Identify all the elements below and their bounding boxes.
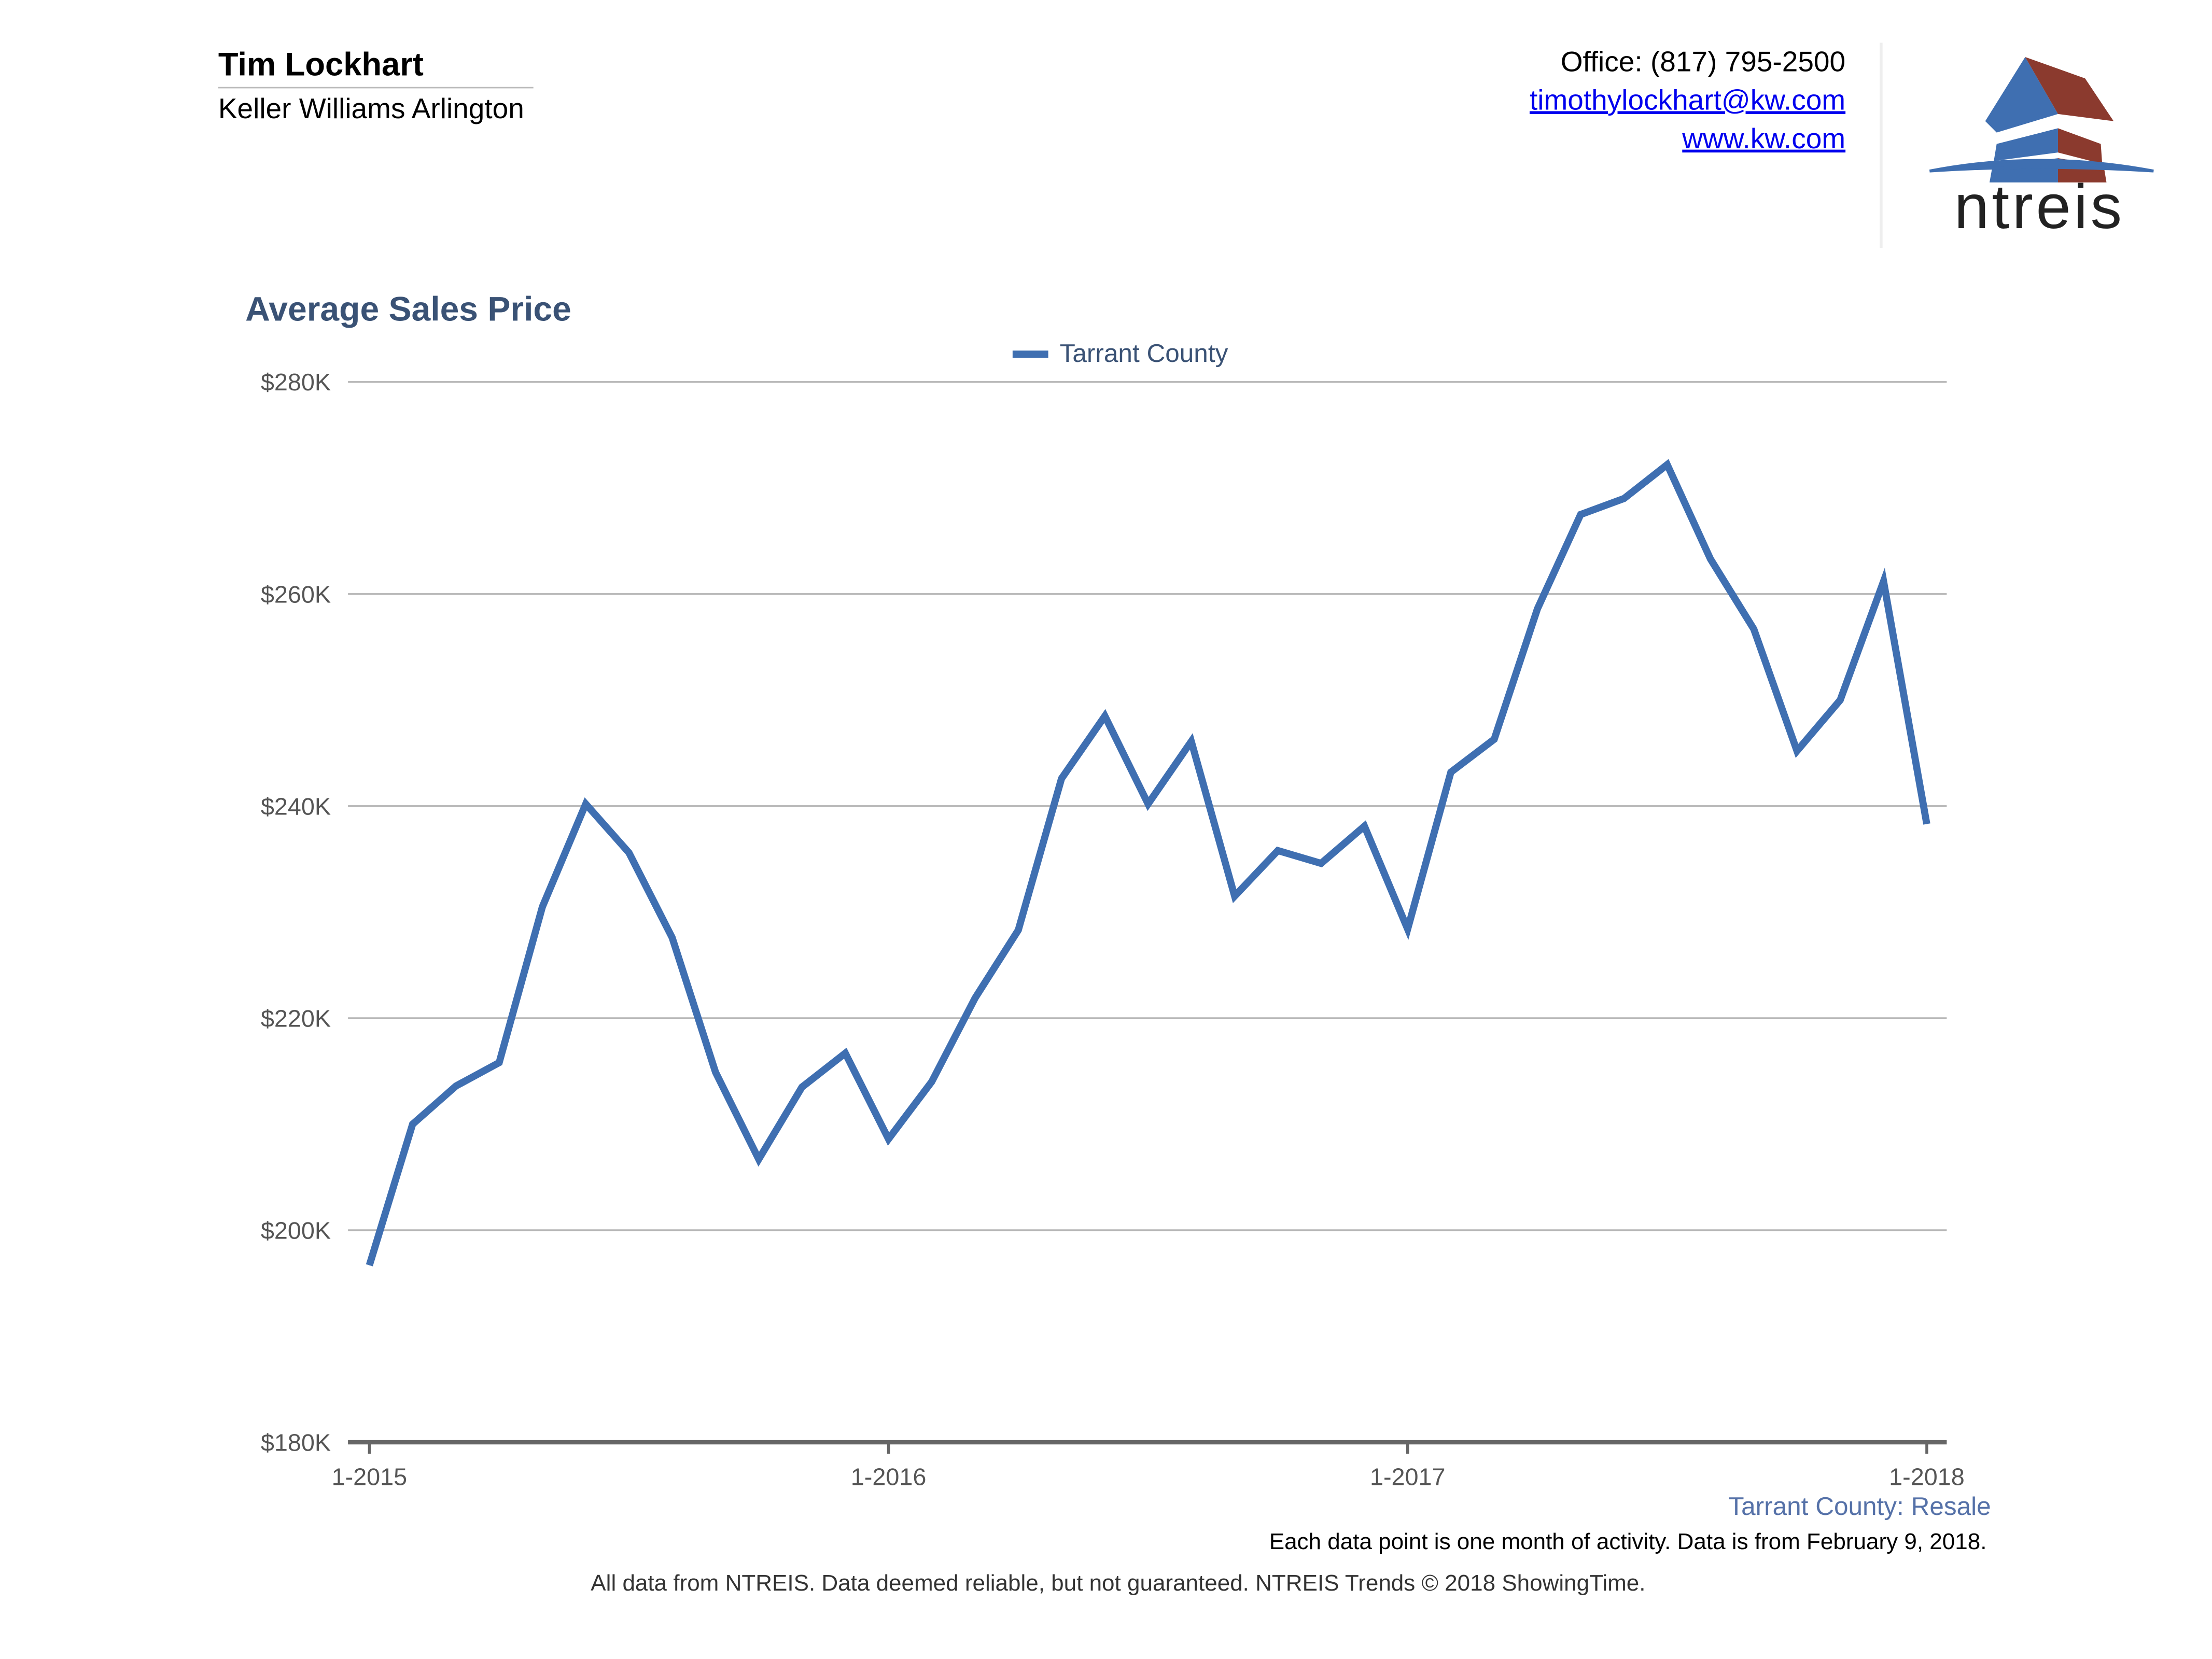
data-point: [672, 937, 673, 938]
y-tick-label: $220K: [261, 1005, 331, 1032]
agent-company: Keller Williams Arlington: [218, 94, 524, 125]
data-point: [1623, 498, 1625, 499]
data-point: [1018, 930, 1019, 931]
x-tick-label: 1-2016: [851, 1463, 927, 1490]
series-line-tarrant-county: [366, 459, 1930, 1267]
source-label: Tarrant County: Resale: [1728, 1492, 1991, 1521]
divider: [1880, 43, 1883, 248]
legend-swatch: [1012, 350, 1048, 358]
logo-roof-right: [2025, 57, 2114, 121]
line-chart: $180K $200K $220K $240K $260K $280K 1-2015 1-20…: [261, 369, 1965, 1490]
data-point: [1191, 741, 1192, 742]
y-tick-label: $200K: [261, 1217, 331, 1244]
office-phone: Office: (817) 795-2500: [1560, 47, 1846, 79]
data-point: [1321, 863, 1322, 864]
x-tick-label: 1-2017: [1370, 1463, 1446, 1490]
x-tick-label: 1-2015: [332, 1463, 408, 1490]
logo-swoosh: [1929, 159, 2154, 173]
data-note: Each data point is one month of activity…: [1269, 1530, 1987, 1555]
data-point: [1883, 581, 1884, 582]
agent-name: Tim Lockhart: [218, 45, 424, 83]
logo-floor: [2057, 128, 2103, 164]
data-point: [1061, 778, 1062, 779]
y-tick-label: $280K: [261, 369, 331, 396]
x-tick-label: 1-2018: [1889, 1463, 1965, 1490]
y-tick-label: $240K: [261, 793, 331, 820]
ntreis-logo: ntreis: [1929, 57, 2154, 235]
y-tick-label: $180K: [261, 1429, 331, 1456]
chart-title: Average Sales Price: [245, 290, 571, 330]
data-point: [1407, 929, 1408, 930]
logo-text: ntreis: [1954, 171, 2125, 235]
email-link[interactable]: timothylockhart@kw.com: [1529, 85, 1846, 117]
data-point: [369, 1265, 370, 1266]
chart-legend: Tarrant County: [1012, 339, 1228, 369]
logo-roof-left: [1985, 57, 2058, 133]
logo-floor: [1994, 128, 2058, 161]
data-point: [1580, 514, 1581, 515]
legend-label: Tarrant County: [1059, 339, 1228, 368]
divider: [218, 87, 534, 89]
y-tick-label: $260K: [261, 581, 331, 608]
footer-disclaimer: All data from NTREIS. Data deemed reliab…: [591, 1572, 1646, 1596]
website-link[interactable]: www.kw.com: [1682, 124, 1846, 156]
data-point: [888, 1138, 889, 1140]
